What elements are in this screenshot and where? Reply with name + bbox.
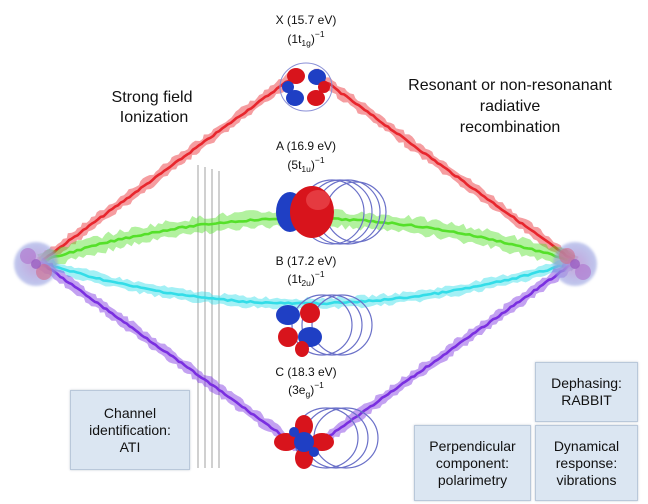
ionization-guide-lines [197, 165, 220, 468]
state-c-config: (3eg)−1 [288, 380, 324, 399]
state-c-label: C (18.3 eV) (3eg)−1 [275, 365, 336, 399]
dynamical-response-box: Dynamical response: vibrations [535, 425, 638, 501]
state-c-name: C (18.3 eV) [275, 365, 336, 379]
pathway-x-right-core [311, 70, 576, 263]
right-process-label-line2: radiative [480, 98, 541, 115]
state-x-name: X (15.7 eV) [276, 13, 337, 27]
pathway-b-core [39, 260, 576, 306]
left-process-label-line1: Strong field [112, 89, 193, 106]
pathway-c-left-core [39, 261, 301, 449]
right-molecule-icon [553, 242, 597, 286]
channel-box-line1: Channel [103, 404, 157, 421]
state-x-config: (1t1g)−1 [287, 29, 324, 48]
orbital-x-icon [279, 62, 333, 112]
channel-box-line3: ATI [119, 438, 141, 455]
perpendicular-box-line2: component: [435, 454, 510, 471]
state-x-label: X (15.7 eV) (1t1g)−1 [276, 13, 337, 48]
dephasing-box-line1: Dephasing: [551, 375, 622, 391]
state-b-name: B (17.2 eV) [276, 254, 337, 268]
perpendicular-box-line3: polarimetry [437, 471, 508, 488]
channel-identification-box: Channel identification: ATI [70, 390, 190, 470]
dynamical-box-line1: Dynamical [553, 437, 620, 454]
pathway-b-halo [38, 256, 577, 310]
dephasing-box-line2: RABBIT [561, 392, 612, 408]
perpendicular-component-box: Perpendicular component: polarimetry [414, 425, 531, 501]
pathway-c-right-core [311, 260, 576, 450]
dynamical-box-line3: vibrations [556, 471, 617, 488]
orbital-a-icon [276, 179, 387, 245]
perpendicular-box-line1: Perpendicular [429, 437, 516, 454]
channel-box-line2: identification: [89, 421, 171, 438]
pathway-x-left-core [39, 70, 301, 264]
right-process-label-line1: Resonant or non-resonanant [408, 77, 612, 94]
state-a-config: (5t1u)−1 [287, 155, 324, 174]
left-molecule-icon [14, 242, 58, 286]
state-b-label: B (17.2 eV) (1t2u)−1 [276, 254, 337, 288]
dephasing-box: Dephasing: RABBIT [535, 362, 638, 422]
dynamical-box-line2: response: [555, 454, 618, 471]
pathway-bands [36, 68, 579, 452]
state-b-config: (1t2u)−1 [287, 269, 324, 288]
left-process-label-line2: Ionization [120, 109, 189, 126]
state-a-name: A (16.9 eV) [276, 139, 336, 153]
orbital-c-icon [274, 407, 379, 469]
state-a-label: A (16.9 eV) (5t1u)−1 [276, 139, 336, 174]
pathway-a-halo [37, 209, 577, 272]
orbital-b-icon [276, 294, 373, 357]
right-process-label-line3: recombination [460, 119, 561, 136]
